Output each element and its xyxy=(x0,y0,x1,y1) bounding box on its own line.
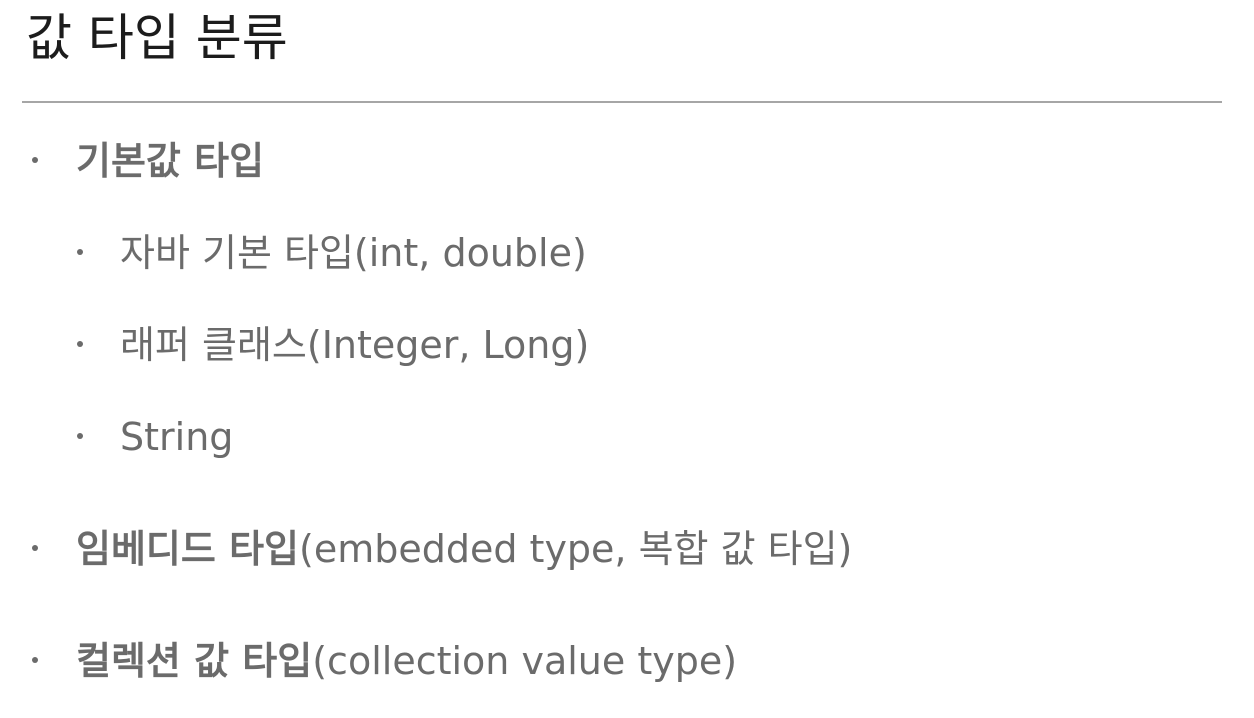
bullet-icon xyxy=(77,249,83,255)
list-item-basic-value-type: 기본값 타입 xyxy=(32,136,265,186)
list-item-text: 자바 기본 타입(int, double) xyxy=(120,231,587,275)
list-item-embedded-type: 임베디드 타입(embedded type, 복합 값 타입) xyxy=(32,524,853,574)
title-divider xyxy=(22,101,1222,103)
bullet-icon xyxy=(32,657,38,663)
bullet-icon xyxy=(77,433,83,439)
list-item-java-primitive: 자바 기본 타입(int, double) xyxy=(77,228,587,278)
slide-title: 값 타입 분류 xyxy=(26,9,288,67)
list-item-string: String xyxy=(77,412,234,462)
bullet-icon xyxy=(32,157,38,163)
list-item-wrapper-class: 래퍼 클래스(Integer, Long) xyxy=(77,320,590,370)
list-item-bold-text: 컬렉션 값 타입 xyxy=(76,639,313,683)
list-item-text: String xyxy=(120,415,234,459)
list-item-text: (embedded type, 복합 값 타입) xyxy=(299,527,853,571)
list-item-bold-text: 기본값 타입 xyxy=(76,139,265,183)
list-item-bold-text: 임베디드 타입 xyxy=(76,527,299,571)
list-item-text: 래퍼 클래스(Integer, Long) xyxy=(120,323,590,367)
bullet-icon xyxy=(77,341,83,347)
list-item-collection-value-type: 컬렉션 값 타입(collection value type) xyxy=(32,636,738,686)
bullet-icon xyxy=(32,545,38,551)
list-item-text: (collection value type) xyxy=(312,639,738,683)
